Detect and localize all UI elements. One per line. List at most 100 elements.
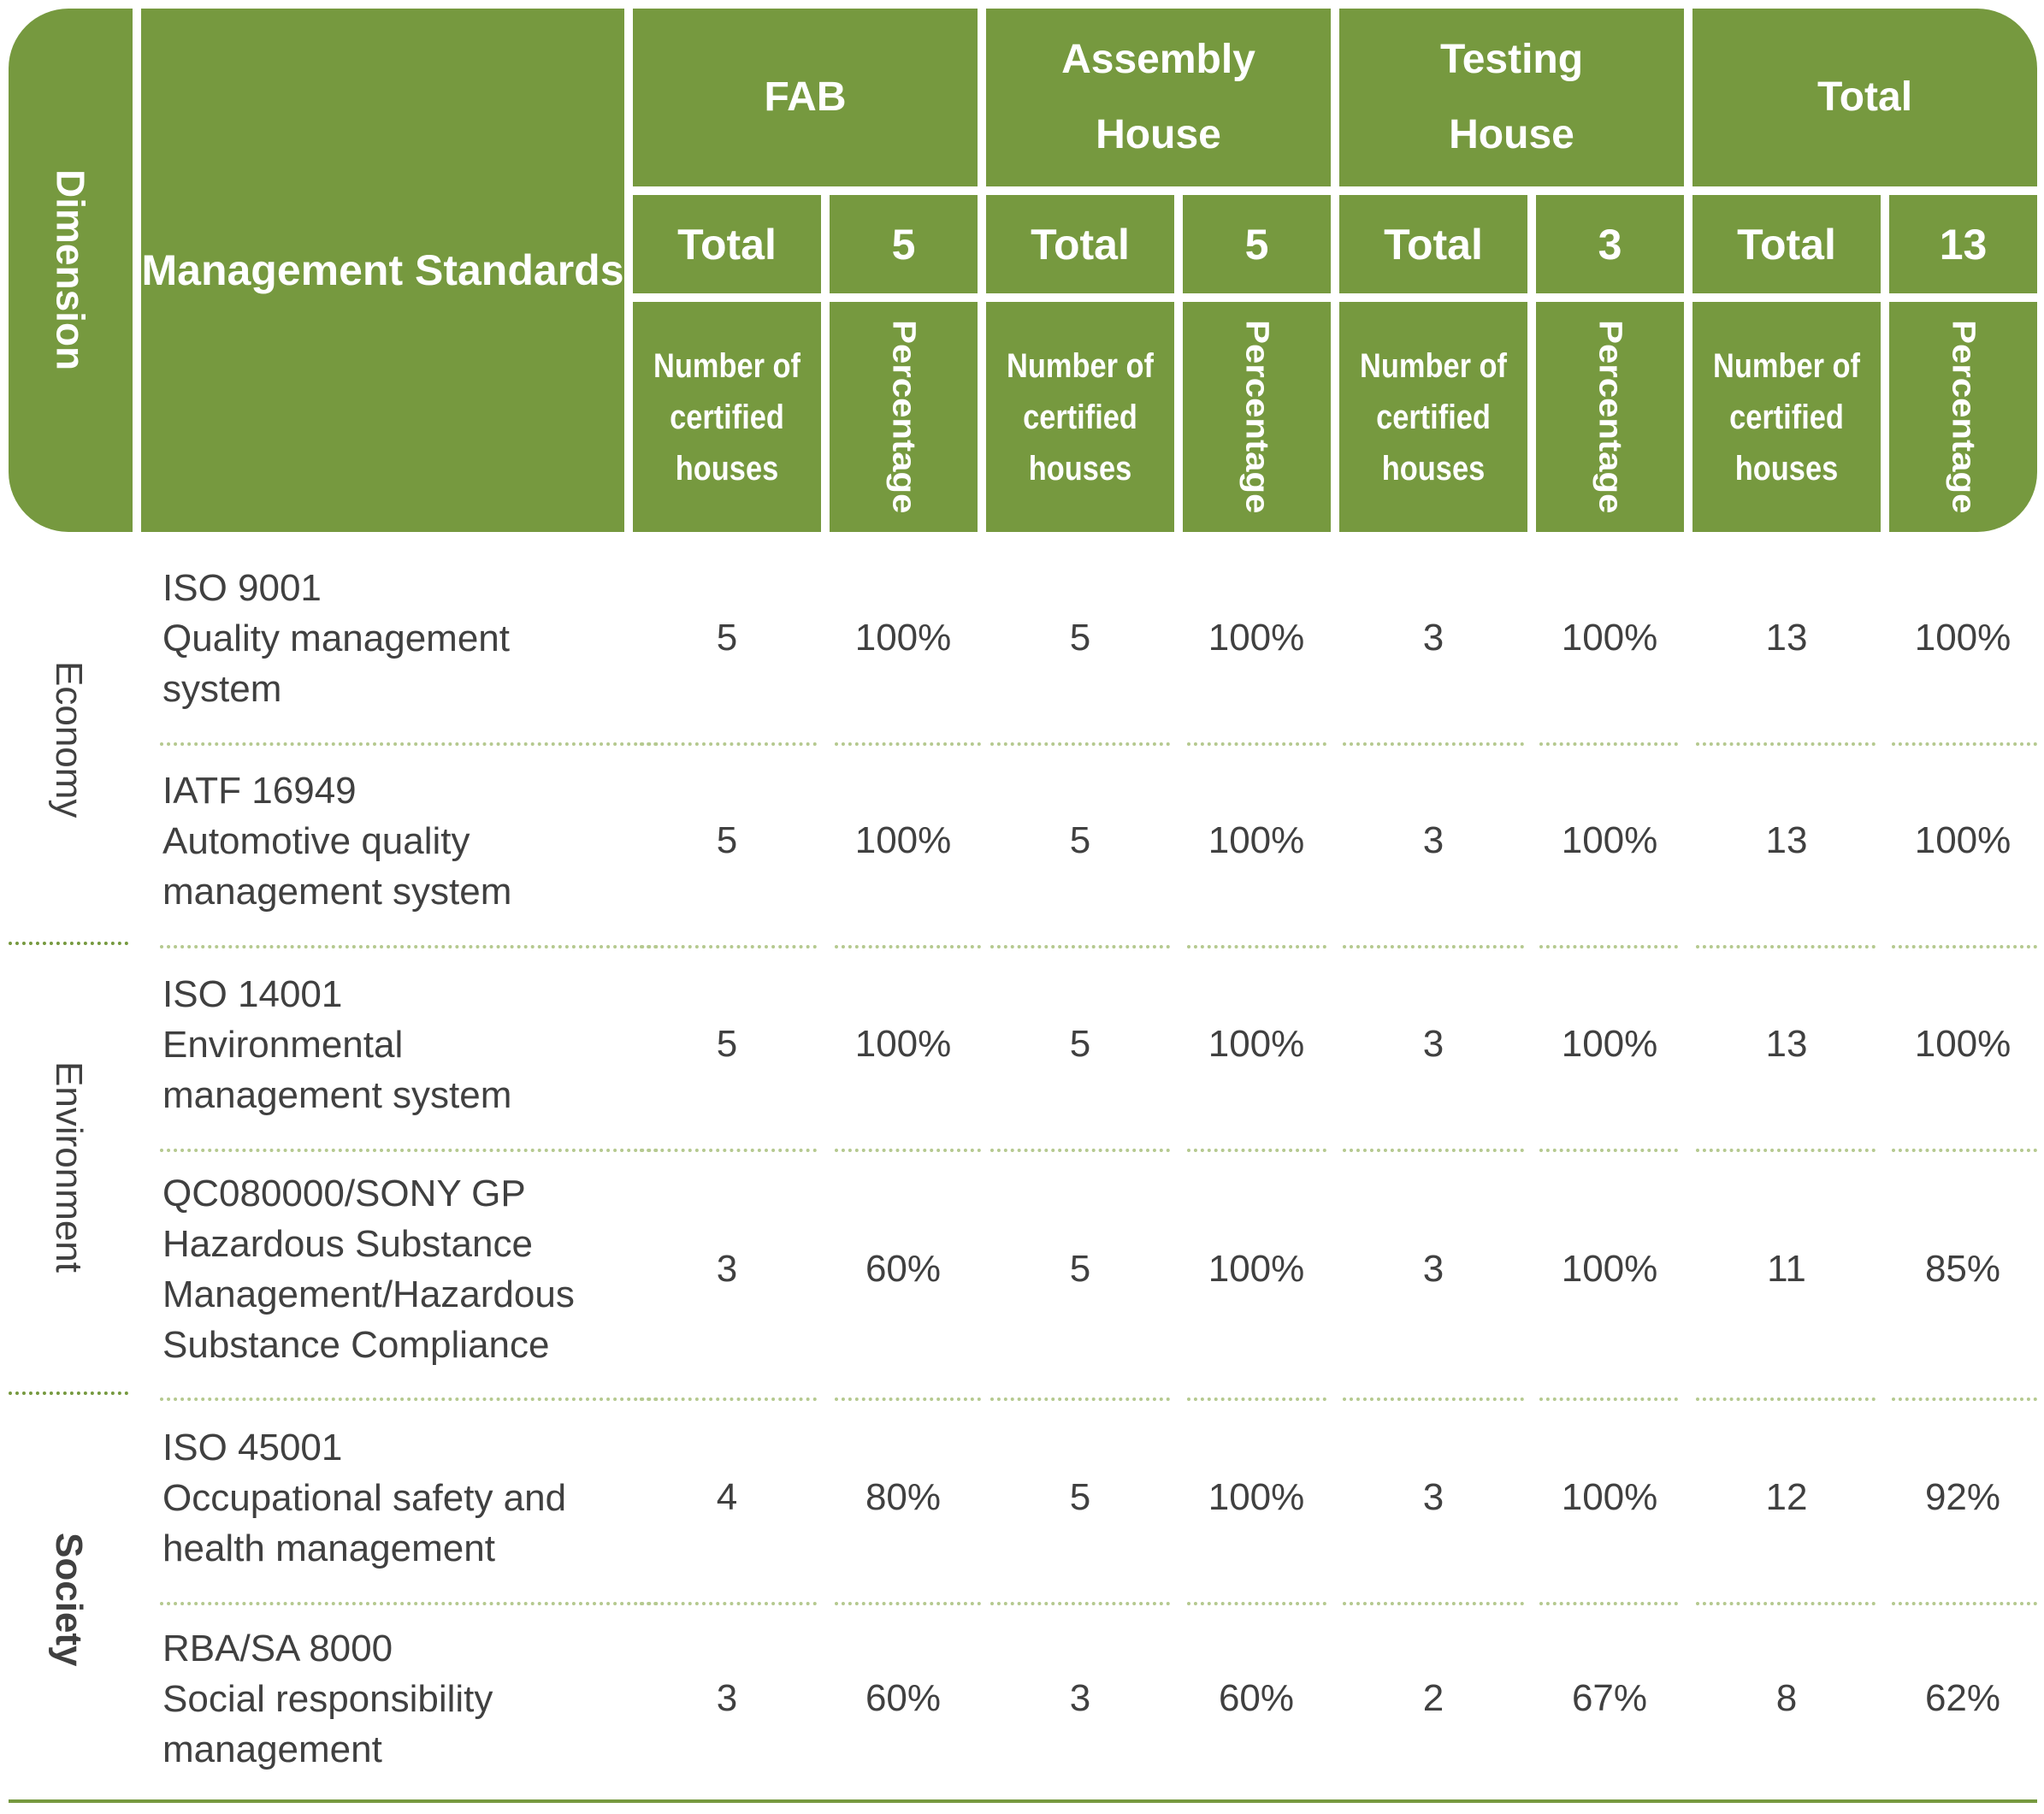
percentage-cell: 100% xyxy=(1561,819,1658,861)
standard-code: ISO 45001 xyxy=(162,1426,343,1468)
group-header-fab: FAB xyxy=(633,9,978,186)
row-divider xyxy=(640,1602,817,1605)
dimension-divider xyxy=(9,1392,128,1395)
row-divider xyxy=(640,1397,817,1401)
row-divider xyxy=(1187,1149,1326,1152)
standard-desc-line: system xyxy=(162,667,282,710)
row-divider xyxy=(1539,1149,1678,1152)
row-divider xyxy=(990,1397,1170,1401)
dimension-header-label: Dimension xyxy=(48,169,93,371)
row-divider xyxy=(835,945,981,948)
count-cell: 3 xyxy=(716,1677,738,1719)
percentage-cell: 100% xyxy=(1208,1476,1305,1518)
row-divider xyxy=(160,1397,659,1401)
row-divider xyxy=(640,945,817,948)
count-cell: 5 xyxy=(1069,617,1091,659)
dimension-society: Society xyxy=(48,1532,90,1667)
standard-code: IATF 16949 xyxy=(162,769,357,812)
count-cell: 3 xyxy=(1422,1023,1444,1065)
row-divider xyxy=(1892,945,2037,948)
count-cell: 3 xyxy=(1422,1248,1444,1290)
percentage-cell: 100% xyxy=(1561,1248,1658,1290)
row-divider xyxy=(1696,945,1876,948)
row-divider xyxy=(835,742,981,746)
count-cell: 12 xyxy=(1765,1476,1808,1518)
count-cell: 2 xyxy=(1422,1677,1444,1719)
row-divider xyxy=(1892,742,2037,746)
count-cell: 4 xyxy=(716,1476,738,1518)
percentage-cell: 62% xyxy=(1924,1677,2001,1719)
row-divider xyxy=(1696,1397,1876,1401)
row-divider xyxy=(835,1397,981,1401)
row-divider xyxy=(160,945,659,948)
count-cell: 13 xyxy=(1765,617,1808,659)
percentage-cell: 100% xyxy=(1914,819,2012,861)
standard-desc-line: management system xyxy=(162,1073,512,1116)
group-header-assembly-house: Assembly House xyxy=(986,9,1331,186)
total-total-value: 13 xyxy=(1889,195,2037,293)
row-divider xyxy=(1539,1602,1678,1605)
total-total-label: Total xyxy=(1693,195,1881,293)
row-divider xyxy=(1343,1397,1524,1401)
percentage-cell: 100% xyxy=(854,617,952,659)
dimension-header: Dimension xyxy=(9,9,133,532)
dimension-economy: Economy xyxy=(48,661,90,818)
total-pct-label: Percentage xyxy=(1889,302,2037,532)
row-divider xyxy=(1696,742,1876,746)
count-cell: 8 xyxy=(1775,1677,1798,1719)
row-divider xyxy=(835,1149,981,1152)
standard-cell: ISO 14001 Environmental management system xyxy=(162,945,624,1143)
row-divider xyxy=(1539,742,1678,746)
row-divider xyxy=(640,1149,817,1152)
row-divider xyxy=(1187,1397,1326,1401)
standard-desc-line: Automotive quality xyxy=(162,819,470,862)
fab-total-value: 5 xyxy=(830,195,978,293)
standard-desc-line: Environmental xyxy=(162,1023,404,1066)
standard-desc-line: management xyxy=(162,1728,382,1770)
standard-desc-line: Hazardous Substance xyxy=(162,1223,533,1265)
percentage-cell: 85% xyxy=(1924,1248,2001,1290)
percentage-cell: 60% xyxy=(865,1677,942,1719)
count-cell: 3 xyxy=(1422,1476,1444,1518)
percentage-cell: 67% xyxy=(1571,1677,1648,1719)
group-header-total: Total xyxy=(1693,9,2037,186)
percentage-cell: 100% xyxy=(1561,1476,1658,1518)
standard-desc-line: Occupational safety and xyxy=(162,1476,567,1519)
row-divider xyxy=(1539,945,1678,948)
count-cell: 13 xyxy=(1765,1023,1808,1065)
row-divider xyxy=(990,945,1170,948)
percentage-cell: 100% xyxy=(1914,617,2012,659)
percentage-cell: 100% xyxy=(854,819,952,861)
standard-desc-line: health management xyxy=(162,1527,495,1569)
count-cell: 5 xyxy=(1069,1476,1091,1518)
percentage-cell: 100% xyxy=(1914,1023,2012,1065)
management-standards-header-label: Management Standards xyxy=(141,246,624,294)
percentage-cell: 100% xyxy=(1208,617,1305,659)
row-divider xyxy=(1343,1602,1524,1605)
fab-total-label: Total xyxy=(633,195,821,293)
testing-total-value: 3 xyxy=(1536,195,1684,293)
testing-total-label: Total xyxy=(1339,195,1527,293)
percentage-cell: 80% xyxy=(865,1476,942,1518)
row-divider xyxy=(1187,742,1326,746)
count-cell: 5 xyxy=(716,819,738,861)
count-cell: 13 xyxy=(1765,819,1808,861)
assembly-pct-label: Percentage xyxy=(1183,302,1331,532)
percentage-cell: 100% xyxy=(1208,1023,1305,1065)
standard-code: RBA/SA 8000 xyxy=(162,1627,393,1669)
percentage-cell: 100% xyxy=(1208,819,1305,861)
row-divider xyxy=(1343,742,1524,746)
count-cell: 3 xyxy=(1422,617,1444,659)
standard-cell: ISO 45001 Occupational safety and health m… xyxy=(162,1398,624,1597)
standard-desc-line: Management/Hazardous xyxy=(162,1273,575,1315)
count-cell: 5 xyxy=(1069,1248,1091,1290)
percentage-cell: 60% xyxy=(1218,1677,1295,1719)
count-cell: 3 xyxy=(1069,1677,1091,1719)
row-divider xyxy=(990,1602,1170,1605)
row-divider xyxy=(990,1149,1170,1152)
management-standards-header: Management Standards xyxy=(141,9,624,532)
count-cell: 3 xyxy=(1422,819,1444,861)
group-header-testing-house: Testing House xyxy=(1339,9,1684,186)
fab-pct-label: Percentage xyxy=(830,302,978,532)
row-divider xyxy=(1187,945,1326,948)
